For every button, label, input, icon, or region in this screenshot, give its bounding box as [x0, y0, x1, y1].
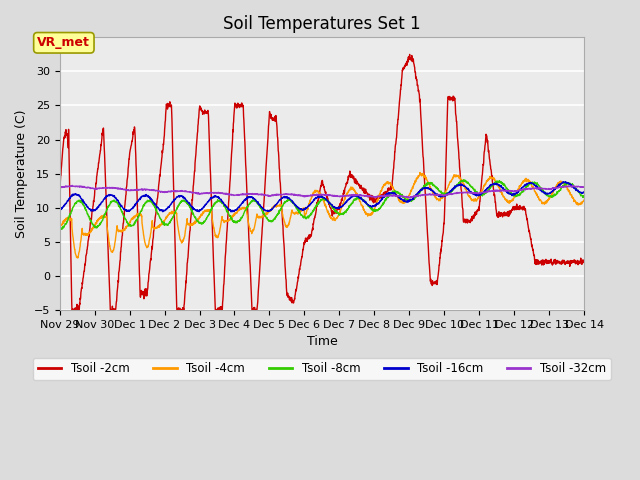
Tsoil -8cm — [580, 194, 588, 200]
Tsoil -4cm — [297, 208, 305, 214]
Tsoil -4cm — [83, 232, 90, 238]
Line: Tsoil -4cm: Tsoil -4cm — [60, 172, 584, 258]
Tsoil -16cm — [562, 179, 570, 184]
Line: Tsoil -16cm: Tsoil -16cm — [60, 181, 584, 212]
Tsoil -8cm — [311, 205, 319, 211]
Title: Soil Temperatures Set 1: Soil Temperatures Set 1 — [223, 15, 420, 33]
Tsoil -32cm — [566, 184, 573, 190]
Tsoil -16cm — [566, 181, 573, 187]
Tsoil -16cm — [56, 207, 63, 213]
Line: Tsoil -32cm: Tsoil -32cm — [60, 185, 584, 198]
Tsoil -16cm — [297, 207, 305, 213]
Line: Tsoil -8cm: Tsoil -8cm — [60, 180, 584, 229]
Tsoil -8cm — [566, 180, 573, 186]
Tsoil -2cm — [406, 51, 413, 57]
Tsoil -16cm — [565, 181, 573, 187]
Tsoil -32cm — [469, 190, 477, 196]
Tsoil -2cm — [580, 259, 588, 265]
Tsoil -32cm — [56, 185, 63, 191]
Tsoil -32cm — [580, 184, 588, 190]
Tsoil -16cm — [311, 196, 319, 202]
Tsoil -2cm — [297, 258, 305, 264]
Tsoil -2cm — [56, 189, 63, 194]
Tsoil -32cm — [83, 184, 90, 190]
Tsoil -2cm — [311, 215, 319, 220]
Tsoil -32cm — [297, 192, 305, 198]
Line: Tsoil -2cm: Tsoil -2cm — [60, 54, 584, 315]
Tsoil -16cm — [227, 209, 235, 215]
Tsoil -8cm — [83, 209, 90, 215]
Tsoil -8cm — [469, 186, 477, 192]
Tsoil -32cm — [565, 184, 573, 190]
Text: VR_met: VR_met — [37, 36, 90, 49]
Tsoil -4cm — [74, 255, 82, 261]
Tsoil -4cm — [469, 197, 477, 203]
Tsoil -2cm — [469, 213, 477, 219]
Tsoil -8cm — [565, 181, 573, 187]
Tsoil -32cm — [311, 192, 319, 198]
Tsoil -8cm — [58, 227, 66, 232]
Tsoil -4cm — [565, 189, 573, 194]
Legend: Tsoil -2cm, Tsoil -4cm, Tsoil -8cm, Tsoil -16cm, Tsoil -32cm: Tsoil -2cm, Tsoil -4cm, Tsoil -8cm, Tsoi… — [33, 358, 611, 380]
Tsoil -16cm — [469, 191, 477, 196]
Tsoil -16cm — [83, 202, 90, 208]
Tsoil -8cm — [56, 225, 63, 231]
Tsoil -4cm — [566, 190, 573, 195]
Tsoil -4cm — [56, 225, 63, 230]
Tsoil -2cm — [565, 258, 573, 264]
Tsoil -2cm — [83, 251, 90, 257]
Y-axis label: Soil Temperature (C): Soil Temperature (C) — [15, 109, 28, 238]
X-axis label: Time: Time — [307, 335, 337, 348]
Tsoil -4cm — [416, 169, 424, 175]
Tsoil -2cm — [566, 259, 573, 264]
Tsoil -4cm — [311, 187, 319, 193]
Tsoil -8cm — [297, 213, 305, 218]
Tsoil -16cm — [580, 189, 588, 195]
Tsoil -4cm — [580, 197, 588, 203]
Tsoil -32cm — [406, 195, 413, 201]
Tsoil -32cm — [68, 182, 76, 188]
Tsoil -2cm — [111, 312, 119, 318]
Tsoil -8cm — [460, 177, 468, 182]
